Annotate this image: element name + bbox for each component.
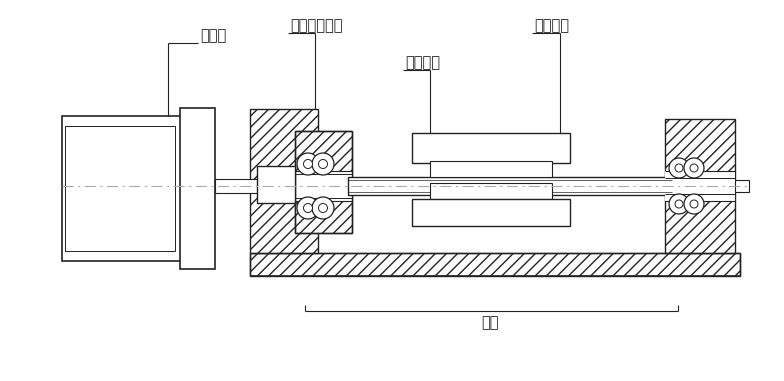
Circle shape [675, 164, 683, 172]
Text: 軸受: 軸受 [481, 315, 499, 330]
Bar [412, 199, 570, 226]
Circle shape [690, 164, 698, 172]
Bar [348, 177, 672, 195]
Bar [257, 166, 295, 203]
Bar [295, 131, 352, 233]
Bar [180, 108, 215, 269]
Bar [62, 116, 185, 261]
Circle shape [318, 160, 328, 168]
Circle shape [690, 200, 698, 208]
Bar [665, 119, 735, 253]
Circle shape [312, 153, 334, 175]
Circle shape [318, 203, 328, 213]
Bar [215, 179, 272, 193]
Circle shape [297, 197, 319, 219]
Circle shape [675, 200, 683, 208]
Text: テーブル: テーブル [534, 19, 569, 34]
Circle shape [684, 194, 704, 214]
Bar [735, 180, 749, 192]
Bar [250, 253, 740, 276]
Bar [295, 171, 352, 201]
Bar [250, 109, 318, 253]
Circle shape [303, 203, 313, 213]
Bar [430, 183, 552, 199]
Circle shape [297, 153, 319, 175]
Circle shape [669, 158, 689, 178]
Circle shape [303, 160, 313, 168]
Bar [430, 161, 552, 177]
Circle shape [669, 194, 689, 214]
Bar [665, 171, 735, 201]
Text: モータ: モータ [200, 29, 227, 43]
Bar [65, 126, 175, 251]
Text: カップリング: カップリング [290, 19, 343, 34]
Bar [412, 133, 570, 163]
Text: 送りねじ: 送りねじ [405, 56, 440, 70]
Circle shape [312, 197, 334, 219]
Circle shape [684, 158, 704, 178]
